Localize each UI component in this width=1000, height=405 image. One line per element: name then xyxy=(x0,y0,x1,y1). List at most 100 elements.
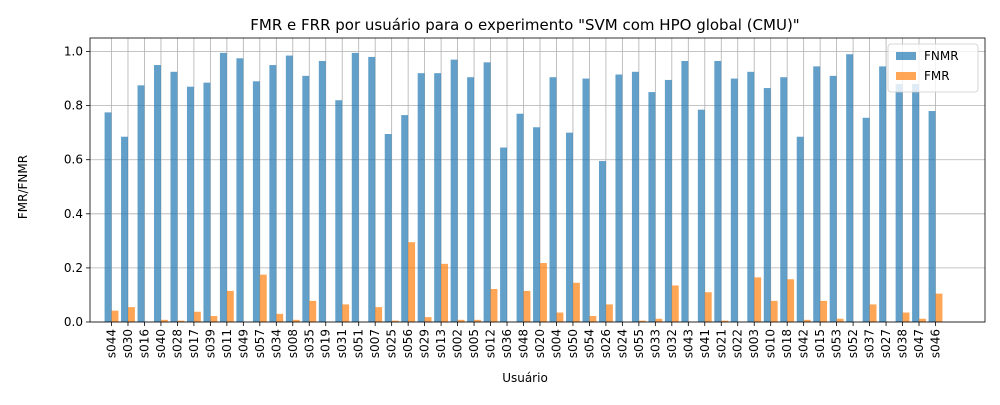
bar-fnmr-s043 xyxy=(681,60,689,322)
x-tick-label-s055: s055 xyxy=(632,329,646,358)
bar-fnmr-s021 xyxy=(714,60,722,322)
bar-fmr-s025 xyxy=(391,320,399,322)
bar-fmr-s011 xyxy=(226,290,234,322)
x-tick-label-s043: s043 xyxy=(681,329,695,358)
bar-fmr-s018 xyxy=(787,279,795,322)
legend-label-fnmr: FNMR xyxy=(924,49,959,63)
x-tick-label-s022: s022 xyxy=(731,329,745,358)
bar-fnmr-s025 xyxy=(384,134,392,322)
bar-fmr-s002 xyxy=(457,319,465,322)
bar-fnmr-s037 xyxy=(862,117,870,323)
bar-fnmr-s002 xyxy=(450,59,458,323)
bar-fmr-s040 xyxy=(160,319,168,322)
x-tick-label-s013: s013 xyxy=(434,329,448,358)
bar-fmr-s033 xyxy=(655,318,663,322)
bar-fnmr-s029 xyxy=(417,73,425,323)
bar-fnmr-s047 xyxy=(912,83,920,322)
bar-fnmr-s038 xyxy=(895,83,903,322)
x-tick-label-s020: s020 xyxy=(533,329,547,358)
bar-fnmr-s022 xyxy=(730,78,738,322)
bar-fmr-s047 xyxy=(919,318,926,322)
bar-fnmr-s049 xyxy=(236,58,244,323)
bar-fnmr-s015 xyxy=(813,66,821,323)
bar-fnmr-s034 xyxy=(269,65,277,323)
bar-fnmr-s036 xyxy=(500,147,508,322)
x-tick-label-s047: s047 xyxy=(912,329,926,358)
x-tick-label-s052: s052 xyxy=(846,329,860,358)
bar-fnmr-s040 xyxy=(154,65,161,323)
bar-fmr-s050 xyxy=(572,282,580,322)
bar-fmr-s008 xyxy=(292,319,300,322)
bar-fmr-s003 xyxy=(754,277,762,322)
bar-fnmr-s011 xyxy=(219,52,227,322)
x-tick-label-s003: s003 xyxy=(747,329,761,358)
x-tick-label-s021: s021 xyxy=(714,329,728,358)
x-tick-label-s025: s025 xyxy=(385,329,399,358)
x-tick-label-s018: s018 xyxy=(780,329,794,358)
bar-fnmr-s041 xyxy=(697,109,705,322)
x-axis-label: Usuário xyxy=(502,371,548,385)
y-tick-label: 0.2 xyxy=(64,261,83,275)
bar-fmr-s031 xyxy=(342,304,350,322)
legend: FNMR FMR xyxy=(887,43,979,93)
x-tick-label-s033: s033 xyxy=(648,329,662,358)
bar-fnmr-s026 xyxy=(598,161,606,322)
bar-fnmr-s051 xyxy=(351,52,359,322)
bar-fmr-s017 xyxy=(193,311,201,322)
bar-fnmr-s035 xyxy=(302,75,310,322)
bar-fmr-s029 xyxy=(424,317,432,322)
x-tick-label-s030: s030 xyxy=(121,329,135,358)
x-tick-label-s029: s029 xyxy=(418,329,432,358)
x-tick-label-s017: s017 xyxy=(187,329,201,358)
bar-fnmr-s010 xyxy=(763,88,771,323)
bar-fnmr-s004 xyxy=(549,77,557,322)
bar-fnmr-s005 xyxy=(467,77,475,322)
legend-swatch-fnmr xyxy=(896,52,916,60)
y-tick-label: 1.0 xyxy=(64,45,83,59)
x-tick-label-s004: s004 xyxy=(549,329,563,358)
chart-title: FMR e FRR por usuário para o experimento… xyxy=(250,16,799,34)
bar-fmr-s042 xyxy=(803,319,811,322)
bar-fmr-s038 xyxy=(902,312,910,322)
x-tick-label-s057: s057 xyxy=(253,329,267,358)
y-axis-label: FMR/FNMR xyxy=(16,155,30,219)
bar-fnmr-s050 xyxy=(566,132,573,322)
bar-fmr-s032 xyxy=(671,285,679,322)
bar-fmr-s041 xyxy=(704,292,712,322)
bar-fmr-s004 xyxy=(556,312,564,322)
bar-fmr-s048 xyxy=(523,290,531,322)
x-tick-label-s002: s002 xyxy=(451,329,465,358)
bar-fnmr-s018 xyxy=(780,77,788,322)
bars-layer xyxy=(104,52,943,323)
bar-fnmr-s016 xyxy=(137,85,145,322)
x-tick-label-s027: s027 xyxy=(879,329,893,358)
x-tick-label-s048: s048 xyxy=(517,329,531,358)
x-tick-label-s053: s053 xyxy=(830,329,844,358)
bar-fmr-s046 xyxy=(935,293,943,322)
x-tick-label-s034: s034 xyxy=(269,329,283,358)
x-tick-label-s038: s038 xyxy=(896,329,910,358)
legend-label-fmr: FMR xyxy=(924,69,950,83)
y-tick-label: 0.8 xyxy=(64,99,83,113)
bar-fnmr-s046 xyxy=(928,111,936,323)
bar-fnmr-s019 xyxy=(318,60,326,322)
x-tick-label-s050: s050 xyxy=(566,329,580,358)
bar-fmr-s013 xyxy=(441,263,449,322)
x-tick-label-s005: s005 xyxy=(467,329,481,358)
bar-fmr-s020 xyxy=(539,263,547,322)
x-tick-label-s054: s054 xyxy=(582,329,596,358)
bar-fnmr-s013 xyxy=(434,73,442,323)
bar-fnmr-s033 xyxy=(648,92,656,322)
x-tick-label-s008: s008 xyxy=(286,329,300,358)
x-tick-label-s046: s046 xyxy=(929,329,943,358)
x-tick-label-s024: s024 xyxy=(615,329,629,358)
bar-fnmr-s027 xyxy=(879,66,887,323)
bar-fmr-s053 xyxy=(836,318,844,322)
bar-fnmr-s007 xyxy=(368,56,376,322)
bar-fnmr-s024 xyxy=(615,74,623,322)
bar-fnmr-s055 xyxy=(631,71,639,322)
bar-fmr-s056 xyxy=(408,242,416,322)
bar-fnmr-s056 xyxy=(401,115,409,322)
